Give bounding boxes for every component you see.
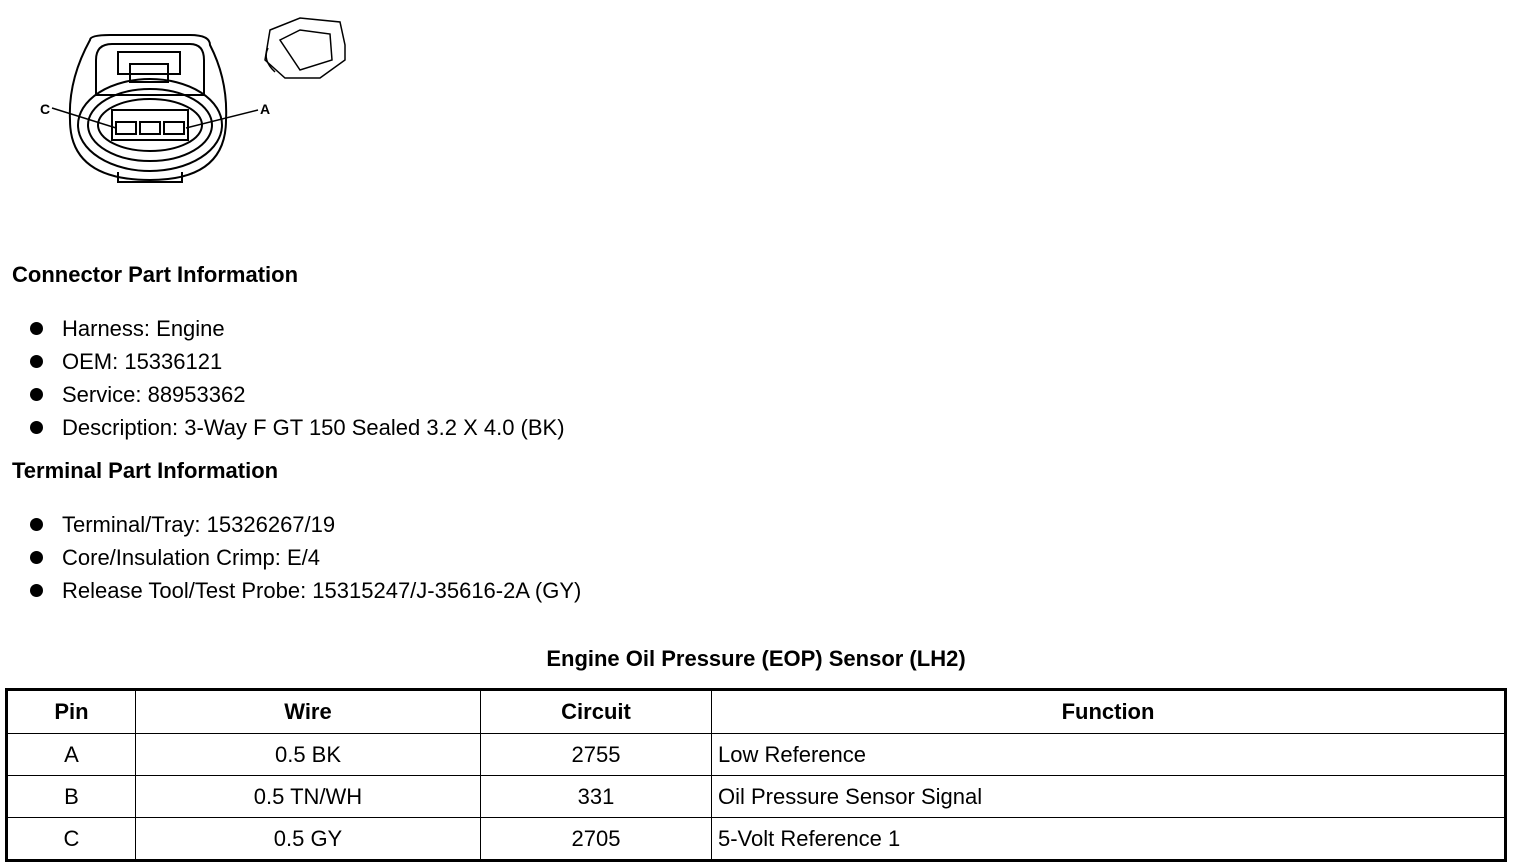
- list-item: Service: 88953362: [30, 378, 565, 411]
- list-item: Terminal/Tray: 15326267/19: [30, 508, 581, 541]
- list-item: Description: 3-Way F GT 150 Sealed 3.2 X…: [30, 411, 565, 444]
- terminal-info-heading: Terminal Part Information: [12, 458, 279, 483]
- list-item: Release Tool/Test Probe: 15315247/J-3561…: [30, 574, 581, 607]
- header-pin: Pin: [6, 689, 136, 734]
- table-row: A 0.5 BK 2755 Low Reference: [6, 733, 1506, 776]
- bullet-icon: [30, 322, 43, 335]
- header-wire: Wire: [135, 689, 481, 734]
- pin-label-a: A: [260, 101, 270, 117]
- connector-3d-view: [264, 17, 346, 79]
- header-function: Function: [711, 689, 1506, 734]
- pinout-table: Pin Wire Circuit Function A 0.5 BK 2755 …: [5, 688, 1507, 862]
- connector-face-diagram: C A: [40, 17, 346, 183]
- header-circuit: Circuit: [480, 689, 712, 734]
- bullet-icon: [30, 551, 43, 564]
- pin-label-c: C: [40, 101, 50, 117]
- bullet-icon: [30, 518, 43, 531]
- table-row: B 0.5 TN/WH 331 Oil Pressure Sensor Sign…: [6, 775, 1506, 818]
- list-item: Core/Insulation Crimp: E/4: [30, 541, 581, 574]
- terminal-info-list: Terminal/Tray: 15326267/19 Core/Insulati…: [30, 508, 581, 607]
- bullet-icon: [30, 355, 43, 368]
- table-row: C 0.5 GY 2705 5-Volt Reference 1: [6, 817, 1506, 861]
- connector-info-list: Harness: Engine OEM: 15336121 Service: 8…: [30, 312, 565, 444]
- table-caption: Engine Oil Pressure (EOP) Sensor (LH2): [546, 646, 966, 671]
- connector-info-heading: Connector Part Information: [12, 262, 299, 287]
- bullet-icon: [30, 388, 43, 401]
- table-header-row: Pin Wire Circuit Function: [6, 689, 1506, 734]
- list-item: Harness: Engine: [30, 312, 565, 345]
- bullet-icon: [30, 584, 43, 597]
- list-item: OEM: 15336121: [30, 345, 565, 378]
- bullet-icon: [30, 421, 43, 434]
